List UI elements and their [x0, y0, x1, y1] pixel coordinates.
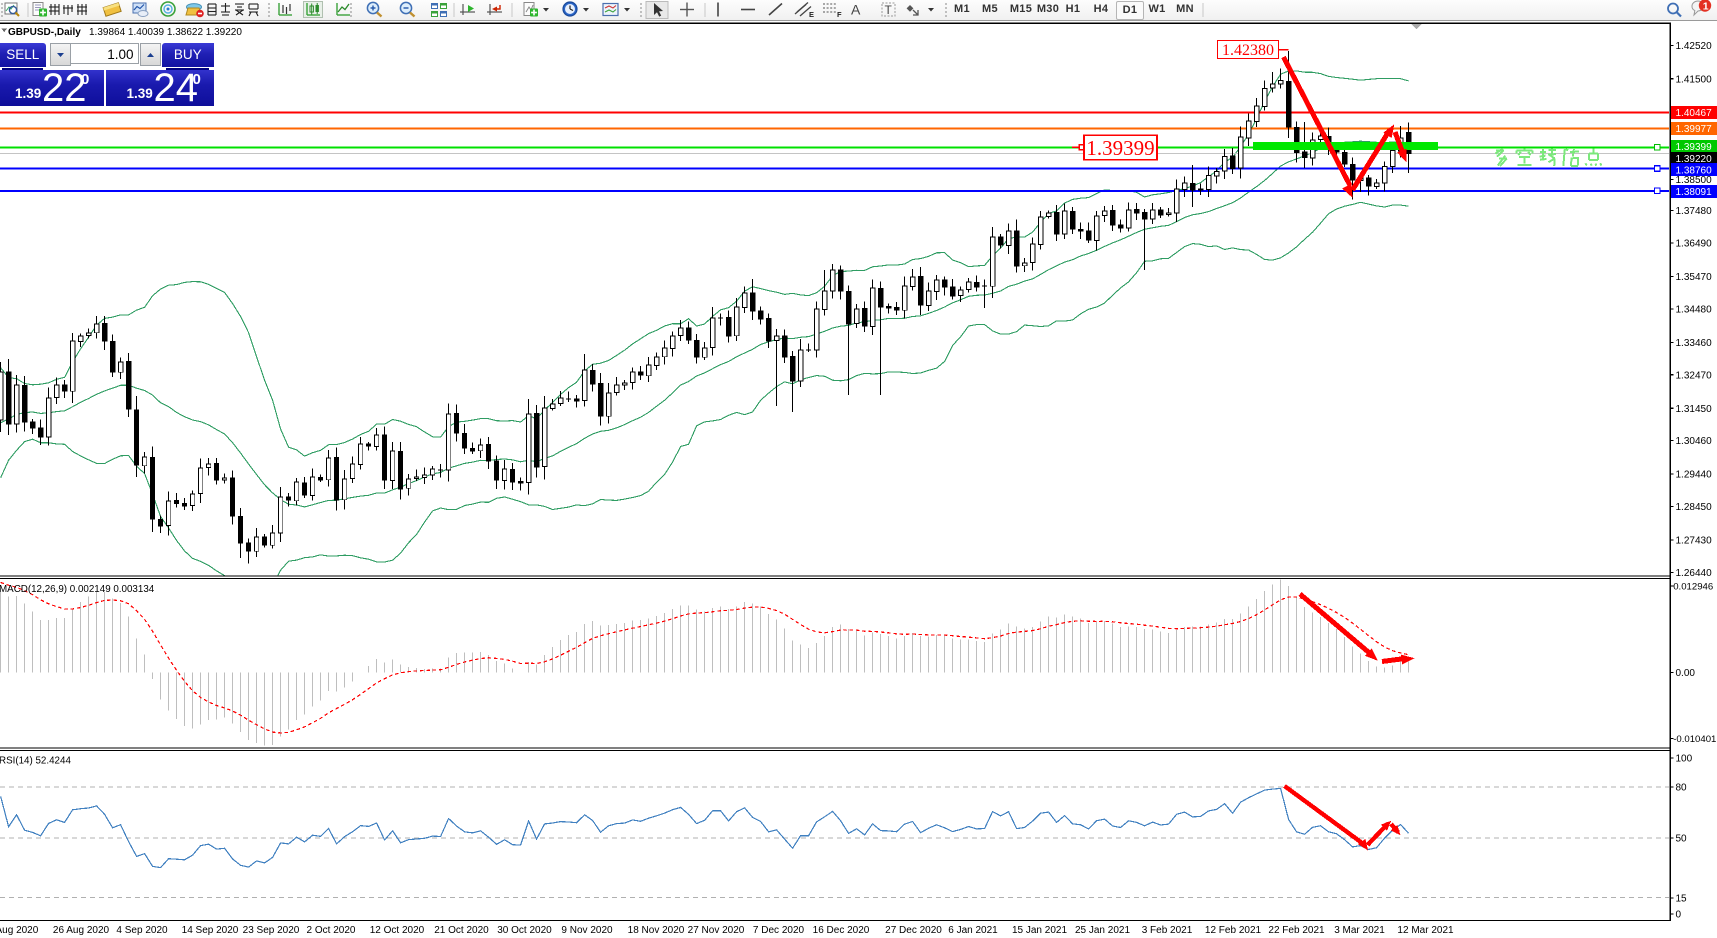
svg-text:27 Nov 2020: 27 Nov 2020 — [688, 925, 745, 936]
svg-text:3 Feb 2021: 3 Feb 2021 — [1142, 925, 1193, 936]
svg-text:1.36490: 1.36490 — [1676, 239, 1713, 250]
svg-text:-0.010401: -0.010401 — [1673, 734, 1716, 745]
svg-text:12 Oct 2020: 12 Oct 2020 — [370, 925, 425, 936]
svg-text:1.28450: 1.28450 — [1676, 502, 1713, 513]
svg-text:4 Sep 2020: 4 Sep 2020 — [116, 925, 168, 936]
svg-text:50: 50 — [1676, 834, 1688, 845]
svg-text:15 Jan 2021: 15 Jan 2021 — [1012, 925, 1067, 936]
svg-text:16 Dec 2020: 16 Dec 2020 — [813, 925, 870, 936]
svg-text:18 Nov 2020: 18 Nov 2020 — [628, 925, 685, 936]
svg-text:0.012946: 0.012946 — [1673, 582, 1713, 593]
svg-text:F: F — [837, 10, 842, 19]
svg-text:1.30460: 1.30460 — [1676, 436, 1713, 447]
svg-text:1.39977: 1.39977 — [1676, 124, 1713, 135]
svg-text:1.27430: 1.27430 — [1676, 536, 1713, 547]
svg-text:12 Feb 2021: 12 Feb 2021 — [1205, 925, 1262, 936]
svg-text:30 Oct 2020: 30 Oct 2020 — [497, 925, 552, 936]
svg-text:A: A — [851, 2, 861, 18]
svg-text:23 Sep 2020: 23 Sep 2020 — [243, 925, 300, 936]
svg-text:22 Feb 2021: 22 Feb 2021 — [1268, 925, 1325, 936]
svg-text:100: 100 — [1676, 754, 1693, 765]
svg-text:1.40467: 1.40467 — [1676, 108, 1713, 119]
svg-text:1.32470: 1.32470 — [1676, 370, 1713, 381]
svg-text:1.38760: 1.38760 — [1676, 165, 1713, 176]
svg-text:1.37480: 1.37480 — [1676, 206, 1713, 217]
svg-text:1.39399: 1.39399 — [1676, 142, 1713, 153]
svg-text:1.35470: 1.35470 — [1676, 272, 1713, 283]
svg-text:15: 15 — [1676, 894, 1688, 905]
svg-text:1.34480: 1.34480 — [1676, 305, 1713, 316]
svg-text:12 Mar 2021: 12 Mar 2021 — [1397, 925, 1454, 936]
svg-text:1.31450: 1.31450 — [1676, 404, 1713, 415]
svg-text:27 Dec 2020: 27 Dec 2020 — [885, 925, 942, 936]
svg-text:14 Sep 2020: 14 Sep 2020 — [182, 925, 239, 936]
svg-text:7 Aug 2020: 7 Aug 2020 — [0, 925, 39, 936]
svg-text:7 Dec 2020: 7 Dec 2020 — [753, 925, 805, 936]
svg-text:25 Jan 2021: 25 Jan 2021 — [1075, 925, 1130, 936]
svg-text:21 Oct 2020: 21 Oct 2020 — [434, 925, 489, 936]
svg-text:2 Oct 2020: 2 Oct 2020 — [307, 925, 356, 936]
svg-text:1.39864 1.40039 1.38622 1.3922: 1.39864 1.40039 1.38622 1.39220 — [89, 27, 242, 38]
svg-text:GBPUSD-,Daily: GBPUSD-,Daily — [8, 27, 81, 38]
svg-text:1.39220: 1.39220 — [1676, 154, 1713, 165]
svg-text:RSI(14) 52.4244: RSI(14) 52.4244 — [0, 756, 71, 767]
svg-text:1.41500: 1.41500 — [1676, 74, 1713, 85]
svg-text:80: 80 — [1676, 783, 1688, 794]
svg-text:1.26440: 1.26440 — [1676, 568, 1713, 579]
svg-text:E: E — [809, 10, 814, 19]
svg-text:1.39399: 1.39399 — [1086, 136, 1154, 160]
svg-text:MACD(12,26,9) 0.002149 0.00313: MACD(12,26,9) 0.002149 0.003134 — [0, 584, 155, 595]
svg-text:1.29440: 1.29440 — [1676, 470, 1713, 481]
svg-text:1: 1 — [1703, 1, 1709, 13]
svg-text:3 Mar 2021: 3 Mar 2021 — [1334, 925, 1385, 936]
svg-text:1.38500: 1.38500 — [1676, 175, 1713, 186]
svg-text:6 Jan 2021: 6 Jan 2021 — [948, 925, 998, 936]
svg-text:26 Aug 2020: 26 Aug 2020 — [53, 925, 110, 936]
svg-text:T: T — [885, 3, 893, 17]
svg-text:0: 0 — [1676, 910, 1682, 921]
svg-text:1.42520: 1.42520 — [1676, 41, 1713, 52]
svg-text:1.42380: 1.42380 — [1222, 42, 1274, 59]
svg-text:0.00: 0.00 — [1676, 668, 1696, 679]
svg-text:1.38091: 1.38091 — [1676, 187, 1713, 198]
svg-text:9 Nov 2020: 9 Nov 2020 — [561, 925, 613, 936]
svg-text:1.33460: 1.33460 — [1676, 338, 1713, 349]
